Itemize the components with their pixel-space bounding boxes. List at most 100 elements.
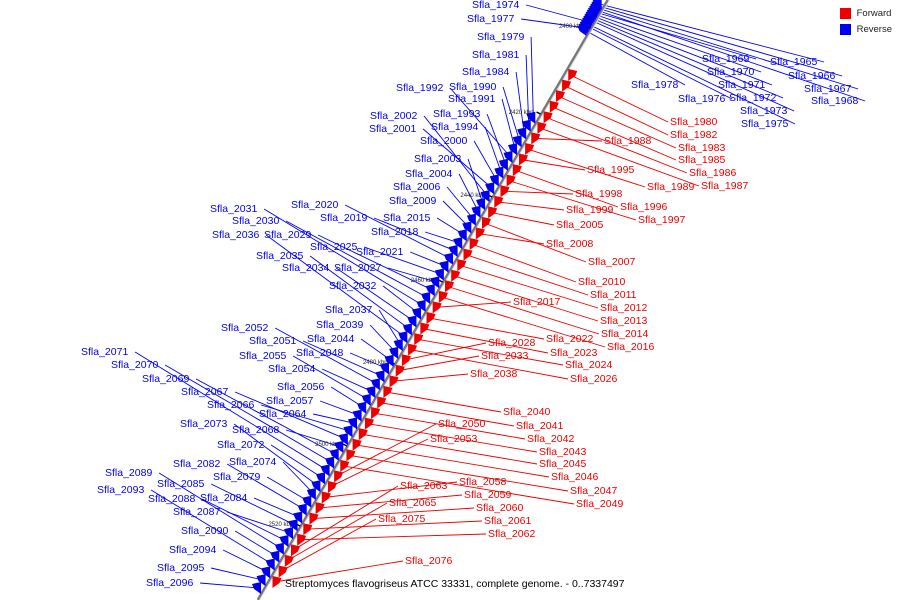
gene-label-sfla_2096: Sfla_2096 xyxy=(146,577,193,589)
leader-line-sfla_2038 xyxy=(391,373,469,382)
leader-line-sfla_1998 xyxy=(502,190,574,195)
gene-label-sfla_2066: Sfla_2066 xyxy=(207,399,254,411)
leader-line-sfla_2067 xyxy=(234,391,347,440)
gene-arrow-sfla_1995 xyxy=(518,153,528,166)
gene-label-sfla_2047: Sfla_2047 xyxy=(570,485,617,497)
scale-tick-label: 2520 kbp xyxy=(268,522,293,528)
leader-line-sfla_2045 xyxy=(360,433,538,465)
gene-arrow-sfla_2089 xyxy=(274,542,284,555)
gene-label-sfla_1973: Sfla_1973 xyxy=(740,105,787,117)
gene-arrow-sfla_1985 xyxy=(549,100,559,113)
gene-arrow-sfla_2087 xyxy=(284,527,294,540)
leader-line-sfla_2003 xyxy=(467,158,484,205)
gene-arrow-sfla_2067 xyxy=(338,433,348,446)
leader-line-sfla_2079 xyxy=(266,476,310,503)
leader-line-sfla_2004 xyxy=(458,173,479,212)
gene-label-sfla_1966: Sfla_1966 xyxy=(788,70,835,82)
gene-label-sfla_1981: Sfla_1981 xyxy=(472,49,519,61)
gene-label-sfla_2026: Sfla_2026 xyxy=(570,373,617,385)
leader-line-sfla_2000 xyxy=(473,140,498,181)
gene-label-sfla_2010: Sfla_2010 xyxy=(578,276,625,288)
gene-arrow-sfla_2075 xyxy=(278,565,288,578)
gene-arrow-sfla_2042 xyxy=(371,407,381,419)
gene-label-sfla_2058: Sfla_2058 xyxy=(459,476,506,488)
gene-label-sfla_2003: Sfla_2003 xyxy=(414,153,461,165)
leader-line-sfla_2054 xyxy=(321,368,374,393)
leader-line-sfla_2073 xyxy=(233,423,319,487)
gene-label-sfla_2059: Sfla_2059 xyxy=(464,489,511,501)
gene-label-sfla_1975: Sfla_1975 xyxy=(741,118,788,130)
gene-arrow-sfla_2068 xyxy=(334,440,344,453)
leader-line-sfla_1969 xyxy=(594,11,757,60)
leader-line-sfla_2090 xyxy=(234,530,278,558)
gene-label-sfla_1974: Sfla_1974 xyxy=(472,0,519,11)
gene-label-sfla_2095: Sfla_2095 xyxy=(157,562,204,574)
leader-line-sfla_2008 xyxy=(477,232,545,245)
gene-arrow-sfla_2025 xyxy=(434,268,444,281)
gene-arrow-sfla_2030 xyxy=(421,292,431,304)
gene-arrow-sfla_2021 xyxy=(439,260,449,273)
leader-line-sfla_2053 xyxy=(329,438,429,488)
gene-label-sfla_2087: Sfla_2087 xyxy=(173,506,220,518)
gene-arrow-sfla_2053 xyxy=(327,480,337,493)
leader-line-sfla_2069 xyxy=(195,378,337,456)
gene-label-sfla_2014: Sfla_2014 xyxy=(601,328,648,340)
gene-label-sfla_1990: Sfla_1990 xyxy=(449,81,496,93)
gene-arrow-sfla_2038 xyxy=(389,375,399,388)
gene-label-sfla_1972: Sfla_1972 xyxy=(729,92,776,104)
gene-label-sfla_2008: Sfla_2008 xyxy=(546,238,593,250)
gene-arrow-sfla_2015 xyxy=(457,229,467,242)
gene-label-sfla_2094: Sfla_2094 xyxy=(169,544,216,556)
gene-label-sfla_2045: Sfla_2045 xyxy=(539,458,586,470)
gene-arrow-sfla_2063 xyxy=(290,544,300,557)
gene-label-sfla_2089: Sfla_2089 xyxy=(105,467,152,479)
leader-line-sfla_2062 xyxy=(299,533,487,541)
gene-arrow-sfla_2096 xyxy=(252,582,262,594)
leader-line-sfla_2043 xyxy=(366,423,538,453)
gene-arrow-sfla_2045 xyxy=(358,428,368,441)
gene-label-sfla_2072: Sfla_2072 xyxy=(217,439,264,451)
genome-caption: Streptomyces flavogriseus ATCC 33331, co… xyxy=(285,578,625,590)
gene-label-sfla_2023: Sfla_2023 xyxy=(550,347,597,359)
gene-label-sfla_2037: Sfla_2037 xyxy=(325,304,372,316)
gene-arrow-sfla_2082 xyxy=(297,503,307,516)
leader-line-sfla_2096 xyxy=(200,582,260,589)
gene-label-sfla_1970: Sfla_1970 xyxy=(707,66,754,78)
leader-line-sfla_2040 xyxy=(385,391,502,413)
legend: Forward Reverse xyxy=(839,8,892,40)
gene-arrow-sfla_2020 xyxy=(444,252,454,265)
leader-line-sfla_1995 xyxy=(520,159,586,171)
gene-label-sfla_2060: Sfla_2060 xyxy=(476,502,523,514)
gene-arrow-sfla_2016 xyxy=(438,290,448,303)
gene-arrow-sfla_2010 xyxy=(469,238,479,250)
gene-label-sfla_1985: Sfla_1985 xyxy=(678,154,725,166)
leader-line-sfla_2030 xyxy=(285,220,429,299)
leader-line-sfla_2017 xyxy=(434,301,512,308)
gene-arrow-sfla_2043 xyxy=(364,417,374,430)
leader-line-sfla_2047 xyxy=(348,454,569,492)
gene-label-sfla_2002: Sfla_2002 xyxy=(370,110,417,122)
leader-line-sfla_2020 xyxy=(344,204,452,260)
gene-label-sfla_2079: Sfla_2079 xyxy=(213,471,260,483)
gene-label-sfla_2015: Sfla_2015 xyxy=(383,212,430,224)
gene-arrow-sfla_2040 xyxy=(383,385,393,398)
gene-arrow-sfla_2044 xyxy=(384,354,394,367)
gene-arrow-sfla_2062 xyxy=(297,533,307,546)
gene-label-sfla_1967: Sfla_1967 xyxy=(804,83,851,95)
gene-label-sfla_1965: Sfla_1965 xyxy=(770,56,817,68)
leader-line-sfla_2026 xyxy=(409,349,569,380)
gene-arrow-sfla_1993 xyxy=(498,158,508,171)
gene-arrow-sfla_2009 xyxy=(462,221,472,234)
leader-line-sfla_2041 xyxy=(379,401,515,427)
leader-line-sfla_1991 xyxy=(501,98,516,150)
gene-arrow-sfla_2090 xyxy=(270,550,280,563)
gene-arrow-sfla_2066 xyxy=(343,425,353,438)
gene-arrow-sfla_2059 xyxy=(315,502,325,515)
gene-label-sfla_1984: Sfla_1984 xyxy=(462,66,509,78)
gene-label-sfla_1989: Sfla_1989 xyxy=(647,181,694,193)
gene-label-sfla_2061: Sfla_2061 xyxy=(484,515,531,527)
gene-arrow-sfla_2094 xyxy=(261,566,271,579)
leader-line-sfla_1975 xyxy=(587,23,796,125)
gene-label-sfla_2065: Sfla_2065 xyxy=(389,497,436,509)
